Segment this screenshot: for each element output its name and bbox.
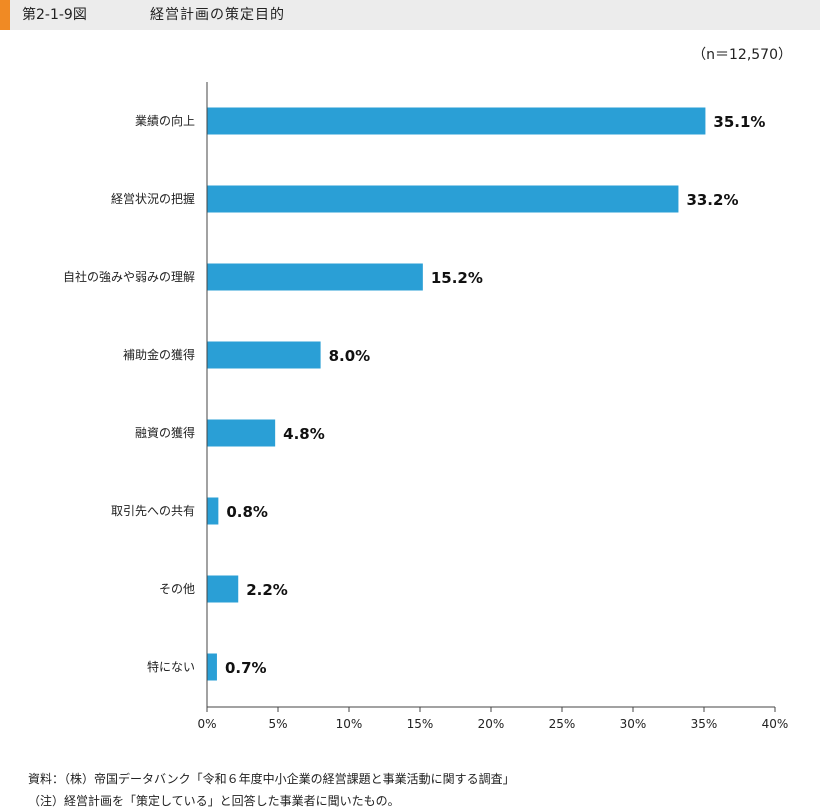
- bar: [207, 497, 219, 525]
- category-label: 自社の強みや弱みの理解: [63, 269, 195, 284]
- value-label: 0.7%: [225, 659, 267, 677]
- x-tick-label: 40%: [762, 717, 789, 731]
- category-label: 業績の向上: [135, 113, 195, 128]
- x-tick-label: 30%: [620, 717, 647, 731]
- x-tick-label: 15%: [407, 717, 434, 731]
- bar: [207, 107, 706, 135]
- x-tick-label: 35%: [691, 717, 718, 731]
- category-label: 補助金の獲得: [123, 347, 195, 362]
- bar: [207, 419, 276, 447]
- x-tick-label: 0%: [197, 717, 216, 731]
- x-tick-label: 5%: [268, 717, 287, 731]
- value-label: 2.2%: [246, 581, 288, 599]
- category-label: 取引先への共有: [111, 504, 195, 518]
- figure-label: 第2-1-9図: [22, 7, 87, 23]
- value-label: 8.0%: [329, 347, 371, 365]
- x-tick-label: 25%: [549, 717, 576, 731]
- bar-chart: 業績の向上 35.1% 経営状況の把握 33.2% 自社の強みや弱みの理解 15.2% 補助…: [63, 82, 789, 731]
- category-label: その他: [159, 582, 195, 596]
- figure-header: 第2-1-9図 経営計画の策定目的: [0, 0, 820, 30]
- x-tick-label: 10%: [336, 717, 363, 731]
- category-label: 経営状況の把握: [111, 191, 195, 206]
- value-label: 0.8%: [226, 503, 268, 521]
- sample-size: （n＝12,570）: [692, 47, 792, 63]
- source-footnote: 資料：（株）帝国データバンク「令和６年度中小企業の経営課題と事業活動に関する調査…: [28, 772, 515, 786]
- value-label: 33.2%: [686, 191, 738, 209]
- value-label: 15.2%: [431, 269, 483, 287]
- value-label: 35.1%: [713, 113, 765, 131]
- category-label: 特にない: [147, 659, 195, 674]
- figure-title: 経営計画の策定目的: [150, 7, 285, 23]
- bar: [207, 263, 423, 291]
- note-footnote: （注）経営計画を「策定している」と回答した事業者に聞いたもの。: [28, 794, 400, 808]
- value-label: 4.8%: [283, 425, 325, 443]
- bar: [207, 185, 679, 213]
- bar: [207, 653, 217, 681]
- header-accent-bar: [0, 0, 10, 30]
- category-label: 融資の獲得: [135, 425, 195, 440]
- x-tick-label: 20%: [478, 717, 505, 731]
- bar: [207, 341, 321, 369]
- bar: [207, 575, 239, 603]
